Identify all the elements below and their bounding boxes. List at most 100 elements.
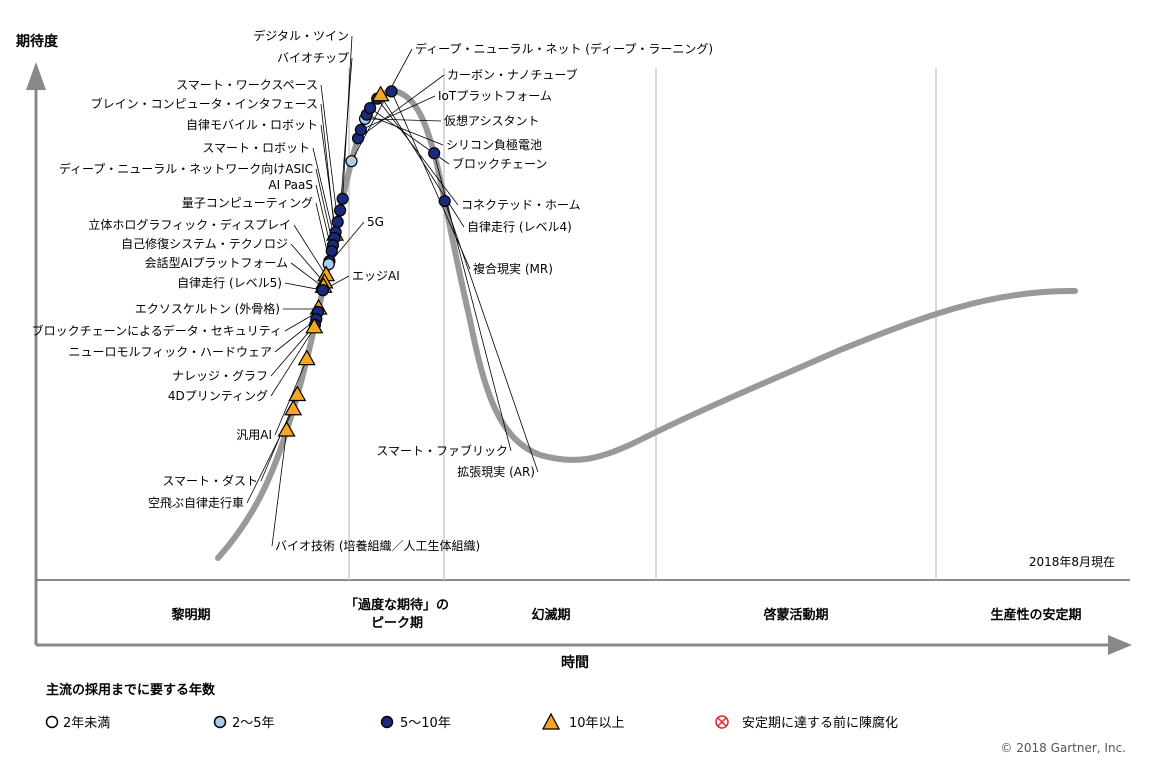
- legend-title: 主流の採用までに要する年数: [46, 682, 216, 698]
- legend-marker-lt2: [45, 715, 59, 729]
- leader-line: [290, 243, 325, 284]
- legend-label-lt2: 2年未満: [63, 716, 110, 731]
- marker-gt10: [288, 385, 307, 402]
- technology-label: ニューロモルフィック・ハードウェア: [68, 345, 272, 359]
- marker-2to5: [345, 155, 358, 168]
- technology-label: エッジAI: [352, 269, 400, 283]
- technology-label: ブロックチェーン: [452, 156, 547, 171]
- technology-label: スマート・ファブリック: [376, 443, 508, 458]
- legend-marker-gt10: [541, 712, 561, 730]
- legend-marker-2to5: [213, 715, 227, 729]
- technology-label: ディープ・ニューラル・ネット (ディープ・ラーニング): [415, 41, 713, 56]
- marker-5to10: [428, 147, 441, 160]
- marker-5to10: [334, 204, 347, 217]
- technology-label: 量子コンピューティング: [182, 196, 313, 210]
- phase-label: 黎明期: [171, 607, 210, 623]
- marker-gt10: [277, 420, 296, 437]
- marker-5to10: [438, 194, 451, 208]
- technology-label: 会話型AIプラットフォーム: [145, 255, 288, 270]
- markers: [277, 85, 451, 437]
- leader-line: [271, 430, 287, 547]
- technology-label: 自己修復システム・テクノロジ: [121, 236, 288, 251]
- legend-marker-obsolete: [715, 715, 729, 729]
- technology-label: 5G: [367, 215, 384, 229]
- leader-line: [284, 282, 323, 291]
- technology-label: 拡張現実 (AR): [457, 464, 535, 479]
- technology-label: 自律モバイル・ロボット: [186, 118, 318, 132]
- technology-label: スマート・ダスト: [162, 473, 258, 488]
- leader-line: [320, 124, 336, 233]
- legend: 主流の採用までに要する年数 2年未満 2〜5年 5〜10年 10年以上 安定期に…: [45, 682, 898, 731]
- copyright: © 2018 Gartner, Inc.: [1000, 741, 1126, 755]
- legend-label-2to5: 2〜5年: [232, 716, 275, 731]
- leader-line: [365, 118, 442, 122]
- marker-5to10: [316, 284, 329, 297]
- as-of-date: 2018年8月現在: [1029, 555, 1115, 569]
- legend-marker-5to10: [380, 715, 394, 729]
- marker-5to10: [336, 192, 349, 205]
- technology-label: スマート・ワークスペース: [176, 78, 318, 92]
- leader-line: [270, 327, 315, 397]
- technology-label: デジタル・ツイン: [253, 28, 349, 43]
- x-axis-label: 時間: [561, 654, 589, 671]
- technology-label: ディープ・ニューラル・ネットワーク向けASIC: [59, 161, 313, 176]
- legend-label-5to10: 5〜10年: [400, 716, 451, 731]
- technology-label: 汎用AI: [236, 428, 272, 442]
- phase-label: 啓蒙活動期: [763, 607, 828, 623]
- technology-label: 自律走行 (レベル5): [177, 276, 282, 290]
- technology-label: 自律走行 (レベル4): [467, 220, 572, 234]
- leader-line: [270, 324, 316, 377]
- marker-5to10: [331, 215, 344, 229]
- technology-label: 空飛ぶ自律走行車: [148, 496, 244, 510]
- technology-label: バイオ技術 (培養組織／人工生体組織): [275, 538, 480, 553]
- technology-label: ナレッジ・グラフ: [172, 369, 268, 383]
- marker-gt10: [305, 317, 324, 334]
- technology-label: スマート・ロボット: [202, 141, 310, 155]
- leader-line: [320, 84, 339, 223]
- technology-label: コネクテッド・ホーム: [461, 198, 581, 212]
- technology-label: ブロックチェーンによるデータ・セキュリティ: [32, 323, 282, 338]
- leader-line: [366, 114, 444, 146]
- axes: [26, 62, 1132, 655]
- marker-5to10: [325, 244, 338, 258]
- y-axis-arrow: [26, 62, 46, 90]
- y-axis-label: 期待度: [16, 33, 59, 50]
- leader-line: [376, 98, 459, 206]
- marker-gt10: [297, 349, 316, 366]
- phase-label: 「過度な期待」の: [345, 597, 449, 613]
- technology-label: 4Dプリンティング: [168, 389, 268, 403]
- technology-label: シリコン負極電池: [446, 137, 542, 152]
- marker-gt10: [371, 85, 390, 102]
- marker-5to10: [385, 85, 398, 98]
- leader-line: [444, 200, 539, 473]
- technology-label: ブレイン・コンピュータ・インタフェース: [91, 96, 318, 111]
- x-axis-arrow: [1108, 635, 1132, 655]
- leader-lines: [246, 35, 539, 547]
- leader-line: [312, 147, 335, 239]
- leader-line: [357, 74, 445, 139]
- phase-dividers: [348, 68, 937, 580]
- marker-5to10: [354, 123, 367, 137]
- technology-label: 複合現実 (MR): [473, 261, 553, 276]
- technology-label: カーボン・ナノチューブ: [447, 67, 578, 82]
- technology-label: 仮想アシスタント: [444, 113, 540, 128]
- legend-label-gt10: 10年以上: [569, 716, 625, 731]
- marker-5to10: [364, 101, 377, 115]
- technology-label: 立体ホログラフィック・ディスプレイ: [88, 217, 291, 232]
- technology-label: バイオチップ: [277, 51, 349, 65]
- phase-label: 幻滅期: [531, 607, 570, 623]
- leader-line: [290, 262, 324, 288]
- leader-line: [293, 224, 327, 276]
- leader-line: [391, 91, 471, 270]
- technology-label: AI PaaS: [268, 178, 313, 192]
- technology-label: IoTプラットフォーム: [438, 89, 552, 103]
- phase-label: 生産性の安定期: [990, 607, 1081, 623]
- legend-label-obsolete: 安定期に達する前に陳腐化: [742, 715, 898, 731]
- leader-line: [360, 95, 436, 131]
- phase-label-line2: ピーク期: [371, 616, 423, 631]
- labels: デジタル・ツインバイオチップスマート・ワークスペースブレイン・コンピュータ・イン…: [32, 28, 713, 553]
- marker-gt10: [284, 399, 303, 416]
- leader-line: [339, 57, 353, 211]
- technology-label: エクソスケルトン (外骨格): [135, 301, 280, 316]
